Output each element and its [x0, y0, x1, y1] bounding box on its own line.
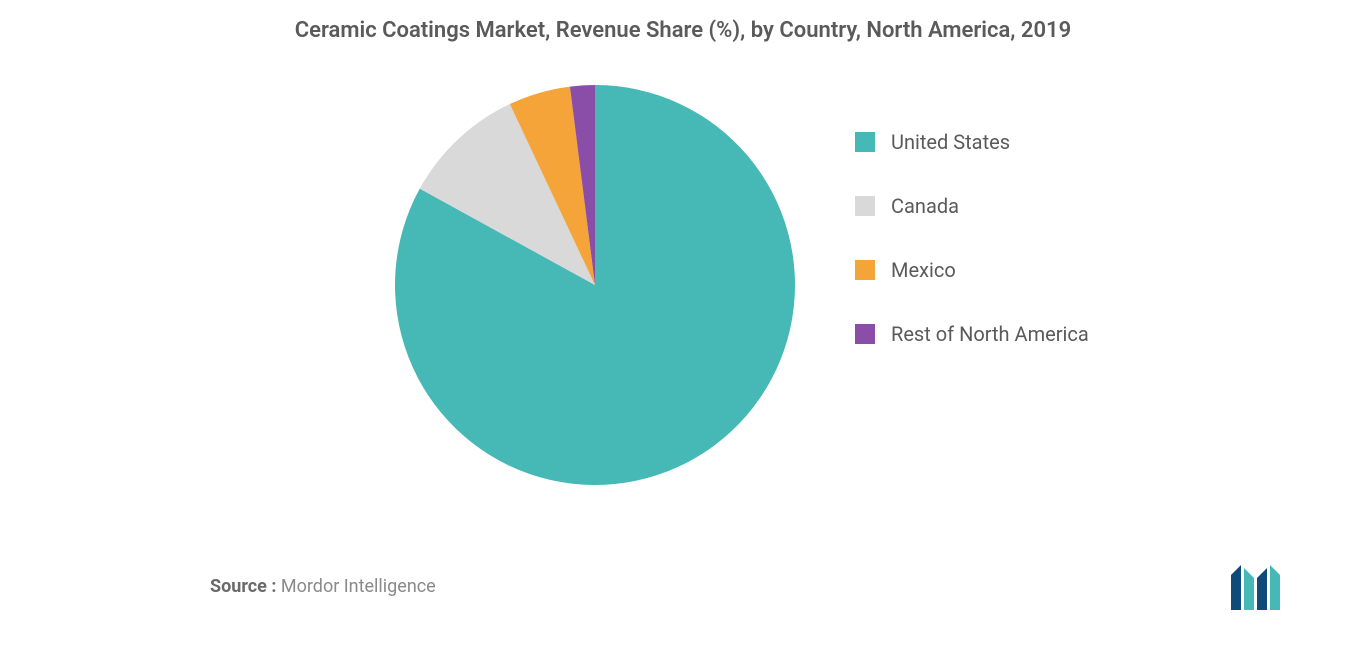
- legend-label: Rest of North America: [891, 322, 1089, 346]
- chart-title: Ceramic Coatings Market, Revenue Share (…: [0, 18, 1366, 43]
- pie-chart: [395, 85, 795, 485]
- source-attribution: Source : Mordor Intelligence: [210, 576, 436, 597]
- mordor-logo-icon: [1231, 560, 1311, 610]
- source-label: Source :: [210, 576, 276, 597]
- legend-swatch: [855, 196, 875, 216]
- legend-item: Mexico: [855, 258, 1089, 282]
- legend: United States Canada Mexico Rest of North A…: [855, 130, 1089, 386]
- pie-svg: [395, 85, 795, 485]
- legend-label: Mexico: [891, 258, 956, 282]
- legend-item: Canada: [855, 194, 1089, 218]
- legend-item: United States: [855, 130, 1089, 154]
- legend-swatch: [855, 324, 875, 344]
- legend-label: Canada: [891, 194, 959, 218]
- legend-label: United States: [891, 130, 1010, 154]
- legend-swatch: [855, 132, 875, 152]
- source-value: Mordor Intelligence: [281, 576, 436, 597]
- legend-item: Rest of North America: [855, 322, 1089, 346]
- legend-swatch: [855, 260, 875, 280]
